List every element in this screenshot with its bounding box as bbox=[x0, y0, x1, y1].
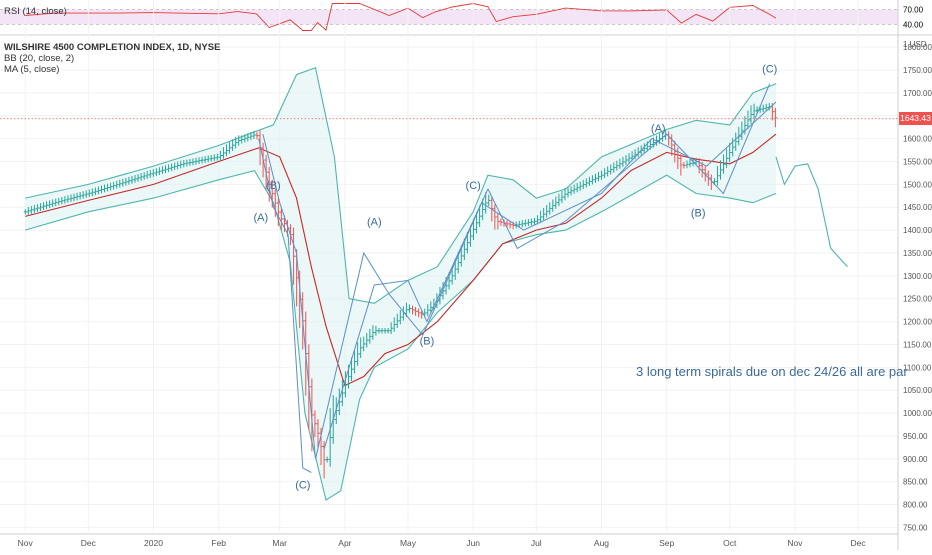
y-tick-label: 1050.00 bbox=[903, 386, 932, 395]
rsi-level-label-lower: 40.00 bbox=[903, 21, 924, 30]
x-tick-label: 2020 bbox=[144, 538, 163, 548]
y-tick-label: 1250.00 bbox=[903, 295, 932, 304]
wave-label[interactable]: (B) bbox=[691, 207, 706, 219]
y-tick-label: 1500.00 bbox=[903, 180, 932, 189]
rsi-band bbox=[0, 9, 898, 25]
y-tick-label: 1350.00 bbox=[903, 249, 932, 258]
main-plot[interactable]: (B) (A) (C) (A) (B) (C) (A) (B) (C) bbox=[0, 63, 898, 501]
rsi-indicator-legend[interactable]: RSI (14, close) bbox=[4, 6, 67, 17]
y-tick-label: 1800.00 bbox=[903, 43, 932, 52]
x-tick-label: Aug bbox=[594, 538, 609, 548]
wave-label[interactable]: (A) bbox=[651, 123, 666, 135]
y-tick-label: 900.00 bbox=[903, 455, 928, 464]
wave-line[interactable] bbox=[315, 188, 489, 459]
wave-label[interactable]: (C) bbox=[466, 180, 481, 192]
ma-line bbox=[25, 133, 777, 387]
wave-line[interactable] bbox=[323, 202, 483, 450]
x-tick-label: Jun bbox=[466, 538, 480, 548]
rsi-panel[interactable]: 70.00 40.00 bbox=[0, 3, 932, 36]
wave-line[interactable] bbox=[258, 138, 312, 473]
wave-label[interactable]: (A) bbox=[367, 217, 382, 229]
x-tick-label: Dec bbox=[81, 538, 97, 548]
wave-label[interactable]: (B) bbox=[420, 335, 435, 347]
y-tick-label: 1000.00 bbox=[903, 409, 932, 418]
y-tick-label: 1400.00 bbox=[903, 226, 932, 235]
y-tick-label: 950.00 bbox=[903, 432, 928, 441]
bb-indicator-legend[interactable]: BB (20, close, 2) bbox=[4, 53, 75, 64]
y-tick-label: 850.00 bbox=[903, 478, 928, 487]
bb-projection-line bbox=[775, 156, 848, 268]
time-axis[interactable]: Nov Dec 2020 Feb Mar Apr May Jun Jul Aug Sep Oct Nov… bbox=[0, 533, 898, 548]
rsi-level-label-upper: 70.00 bbox=[903, 6, 924, 15]
bb-lower-line bbox=[25, 169, 777, 501]
x-tick-label: Nov bbox=[787, 538, 803, 548]
x-tick-label: Mar bbox=[272, 538, 287, 548]
x-tick-label: Nov bbox=[18, 538, 34, 548]
ma-indicator-legend[interactable]: MA (5, close) bbox=[4, 64, 60, 75]
y-tick-label: 1100.00 bbox=[903, 363, 932, 372]
price-axis[interactable]: 1 USD1800.001750.001700.001650.001600.00… bbox=[897, 0, 932, 550]
y-tick-label: 800.00 bbox=[903, 501, 928, 510]
y-tick-label: 1200.00 bbox=[903, 318, 932, 327]
last-price-tag: 1643.43 bbox=[899, 112, 932, 126]
wave-label[interactable]: (C) bbox=[762, 63, 777, 75]
y-tick-label: 1150.00 bbox=[903, 340, 932, 349]
x-tick-label: Sep bbox=[659, 538, 674, 548]
y-unit-label: 1 USD bbox=[903, 40, 927, 49]
y-tick-label: 1550.00 bbox=[903, 158, 932, 167]
wave-label[interactable]: (A) bbox=[253, 212, 268, 224]
wave-line[interactable] bbox=[481, 101, 777, 231]
x-tick-label: Oct bbox=[723, 538, 737, 548]
y-tick-label: 1750.00 bbox=[903, 66, 932, 75]
x-tick-label: Feb bbox=[211, 538, 226, 548]
x-tick-label: Jul bbox=[531, 538, 542, 548]
annotation-text[interactable]: 3 long term spirals due on dec 24/26 all… bbox=[636, 364, 908, 379]
rsi-line bbox=[25, 3, 777, 31]
y-tick-label: 750.00 bbox=[903, 523, 928, 532]
chart-title[interactable]: WILSHIRE 4500 COMPLETION INDEX, 1D, NYSE bbox=[4, 42, 221, 53]
x-tick-label: Dec bbox=[850, 538, 866, 548]
x-tick-label: May bbox=[400, 538, 417, 548]
bb-upper-line bbox=[25, 66, 777, 304]
x-tick-label: Apr bbox=[338, 538, 351, 548]
wave-label[interactable]: (C) bbox=[295, 480, 310, 492]
bb-fill bbox=[25, 67, 776, 500]
wave-label[interactable]: (B) bbox=[266, 180, 281, 192]
wave-line[interactable] bbox=[262, 133, 316, 459]
y-tick-label: 1300.00 bbox=[903, 272, 932, 281]
y-tick-label: 1600.00 bbox=[903, 135, 932, 144]
y-tick-label: 1700.00 bbox=[903, 89, 932, 98]
y-tick-label: 1450.00 bbox=[903, 203, 932, 212]
